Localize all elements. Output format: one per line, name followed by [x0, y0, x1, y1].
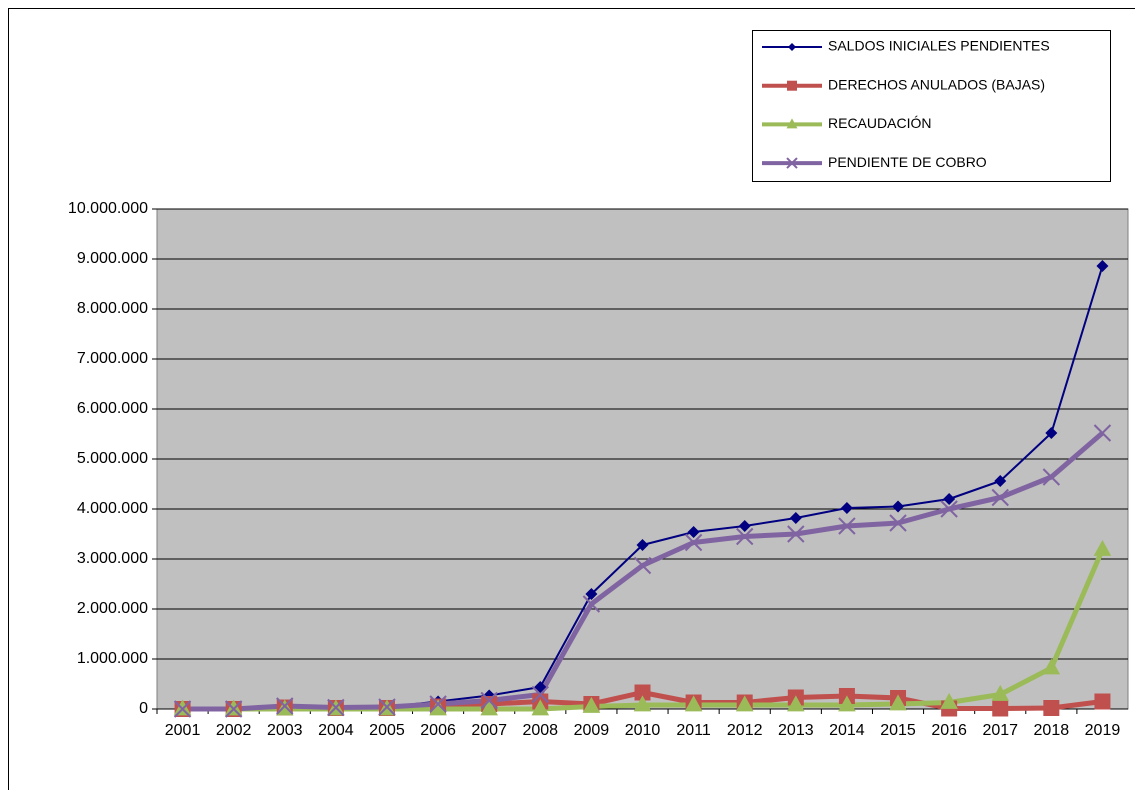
- x-tick-label: 2013: [778, 722, 814, 739]
- y-tick-label: 10.000.000: [68, 200, 148, 217]
- x-tick-label: 2017: [982, 722, 1018, 739]
- y-tick-label: 5.000.000: [77, 450, 148, 467]
- legend-label: SALDOS INICIALES PENDIENTES: [828, 38, 1050, 54]
- x-tick-label: 2019: [1085, 722, 1121, 739]
- x-tick-label: 2010: [625, 722, 661, 739]
- x-tick-label: 2003: [267, 722, 303, 739]
- x-tick-label: 2004: [318, 722, 354, 739]
- x-tick-label: 2009: [574, 722, 610, 739]
- y-tick-label: 4.000.000: [77, 500, 148, 517]
- x-tick-label: 2014: [829, 722, 865, 739]
- y-tick-label: 1.000.000: [77, 650, 148, 667]
- y-tick-label: 3.000.000: [77, 550, 148, 567]
- x-tick-label: 2011: [676, 722, 711, 739]
- y-tick-label: 0: [139, 700, 148, 717]
- x-tick-label: 2015: [880, 722, 916, 739]
- x-tick-label: 2012: [727, 722, 763, 739]
- x-tick-label: 2018: [1034, 722, 1070, 739]
- y-tick-label: 9.000.000: [77, 250, 148, 267]
- marker: [1043, 700, 1059, 716]
- marker: [992, 701, 1008, 717]
- marker: [787, 81, 797, 91]
- x-tick-label: 2016: [931, 722, 967, 739]
- x-tick-label: 2006: [420, 722, 456, 739]
- x-tick-label: 2005: [369, 722, 405, 739]
- legend-label: RECAUDACIÓN: [828, 115, 931, 131]
- x-tick-label: 2007: [471, 722, 507, 739]
- y-tick-label: 8.000.000: [77, 300, 148, 317]
- y-tick-label: 2.000.000: [77, 600, 148, 617]
- x-tick-label: 2001: [165, 722, 201, 739]
- legend-label: DERECHOS ANULADOS (BAJAS): [828, 76, 1045, 92]
- marker: [1094, 694, 1110, 710]
- y-tick-label: 6.000.000: [77, 400, 148, 417]
- x-tick-label: 2002: [216, 722, 252, 739]
- y-tick-label: 7.000.000: [77, 350, 148, 367]
- legend-label: PENDIENTE DE COBRO: [828, 154, 987, 170]
- x-tick-label: 2008: [522, 722, 558, 739]
